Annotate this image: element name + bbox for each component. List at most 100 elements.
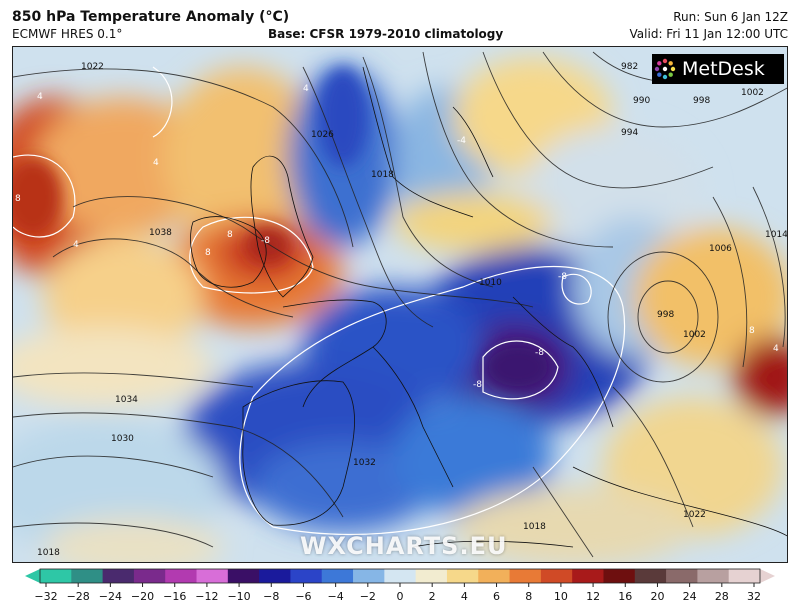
header-bar: 850 hPa Temperature Anomaly (°C) ECMWF H… (0, 0, 800, 46)
colorbar-tick-label: −28 (67, 590, 90, 603)
colorbar-swatch (446, 569, 479, 583)
isobars (13, 51, 787, 558)
anomaly-labels: 4 8 4 8 8 4 4 -8 -8 -8 8 4 -4 -8 (15, 84, 779, 390)
anomaly-label: 4 (773, 344, 779, 354)
colorbar-tick-label: 32 (747, 590, 761, 603)
anomaly-label: -8 (473, 380, 482, 390)
colorbar-swatch (603, 569, 636, 583)
isobar-label: 1032 (353, 458, 376, 468)
isobar-label: 1034 (115, 395, 138, 405)
isobar-label: 1014 (765, 230, 788, 240)
colorbar-swatch (133, 569, 166, 583)
watermark: WXCHARTS.EU (300, 532, 508, 560)
colorbar-tick-label: 6 (493, 590, 500, 603)
colorbar-tick-label: −32 (34, 590, 57, 603)
colorbar-tick-label: −12 (195, 590, 218, 603)
colorbar-tick-label: −20 (131, 590, 154, 603)
colorbar-tick-label: −24 (99, 590, 122, 603)
colorbar-tick-label: 28 (715, 590, 729, 603)
colorbar-swatch (196, 569, 229, 583)
colorbar-tick-label: 24 (683, 590, 697, 603)
anomaly-label: -4 (457, 136, 466, 146)
anomaly-label: 8 (749, 326, 755, 336)
colorbar-tick-label: 12 (586, 590, 600, 603)
isobar-label: 1022 (683, 510, 706, 520)
colorbar-swatch (634, 569, 667, 583)
isobar-label: 1018 (371, 170, 394, 180)
colorbar-tick-label: −4 (328, 590, 344, 603)
colorbar-left-arrow (25, 569, 40, 583)
anomaly-field (13, 57, 787, 562)
model-label: ECMWF HRES 0.1° (12, 27, 123, 41)
colorbar-swatch (509, 569, 542, 583)
colorbar-tick-label: 0 (397, 590, 404, 603)
valid-time-label: Valid: Fri 11 Jan 12:00 UTC (629, 27, 788, 41)
anomaly-label: 4 (73, 240, 79, 250)
isobar-label: 998 (657, 310, 674, 320)
anomaly-label: 4 (37, 92, 43, 102)
anomaly-contours (13, 66, 625, 536)
colorbar-swatch (40, 569, 72, 583)
colorbar-swatch (415, 569, 448, 583)
map-canvas: 1022 1026 1018 1038 1010 1034 1030 1032 … (13, 47, 788, 562)
anomaly-label: -8 (535, 348, 544, 358)
anomaly-label: 8 (205, 248, 211, 258)
anomaly-label: -8 (261, 236, 270, 246)
metdesk-starburst-icon (654, 58, 676, 80)
metdesk-logo: MetDesk (652, 54, 784, 84)
colorbar-swatch (227, 569, 260, 583)
isobar-label: 1002 (741, 88, 764, 98)
colorbar-ticks: −32 −28 −24 −20 −16 −12 −10 −8 −6 −4 −2 0 2 4 6 8 10 12 16… (34, 583, 761, 603)
anomaly-label: 4 (153, 158, 159, 168)
colorbar-swatch (697, 569, 730, 583)
colorbar-swatch (540, 569, 573, 583)
colorbar-tick-label: −2 (360, 590, 376, 603)
isobar-label: 1018 (37, 548, 60, 558)
colorbar-tick-label: −10 (227, 590, 250, 603)
isobar-label: 1030 (111, 434, 134, 444)
isobar-labels: 1022 1026 1018 1038 1010 1034 1030 1032 … (37, 62, 788, 558)
isobar-label: 1006 (709, 244, 732, 254)
colorbar-tick-label: −8 (263, 590, 279, 603)
isobar-label: 1018 (523, 522, 546, 532)
isobar-label: 1022 (81, 62, 104, 72)
colorbar-tick-label: 10 (554, 590, 568, 603)
colorbar-swatch (728, 569, 761, 583)
colorbar-swatch (290, 569, 323, 583)
colorbar-swatch (259, 569, 291, 583)
colorbar-swatch (353, 569, 385, 583)
colorbar-tick-label: −16 (163, 590, 186, 603)
colorbar-swatch (384, 569, 417, 583)
colorbar-swatch (321, 569, 354, 583)
colorbar-swatches (40, 569, 761, 583)
colorbar-right-arrow (760, 569, 775, 583)
anomaly-label: 4 (303, 84, 309, 94)
colorbar-swatch (572, 569, 604, 583)
climatology-base-label: Base: CFSR 1979-2010 climatology (268, 27, 504, 41)
colorbar-tick-label: 2 (429, 590, 436, 603)
run-time-label: Run: Sun 6 Jan 12Z (673, 10, 788, 24)
anomaly-label: 8 (15, 194, 21, 204)
isobar-label: 982 (621, 62, 638, 72)
anomaly-label: 8 (227, 230, 233, 240)
colorbar-tick-label: −6 (295, 590, 311, 603)
colorbar-swatch (666, 569, 698, 583)
colorbar-swatch (165, 569, 198, 583)
isobar-label: 1010 (479, 278, 502, 288)
isobar-label: 1038 (149, 228, 172, 238)
isobar-label: 1026 (311, 130, 334, 140)
coastlines (190, 66, 787, 548)
colorbar-swatch (478, 569, 511, 583)
isobar-label: 994 (621, 128, 638, 138)
anomaly-label: -8 (558, 272, 567, 282)
colorbar-tick-label: 20 (650, 590, 664, 603)
isobar-label: 990 (633, 96, 650, 106)
isobar-label: 998 (693, 96, 710, 106)
logo-text: MetDesk (682, 58, 765, 80)
colorbar-swatch (102, 569, 135, 583)
colorbar-swatch (71, 569, 104, 583)
map-title: 850 hPa Temperature Anomaly (°C) (12, 9, 290, 25)
colorbar-tick-label: 4 (461, 590, 468, 603)
anomaly-map: 1022 1026 1018 1038 1010 1034 1030 1032 … (12, 46, 788, 563)
colorbar: −32 −28 −24 −20 −16 −12 −10 −8 −6 −4 −2 0 2 4 6 8 10 12 16… (25, 568, 775, 603)
